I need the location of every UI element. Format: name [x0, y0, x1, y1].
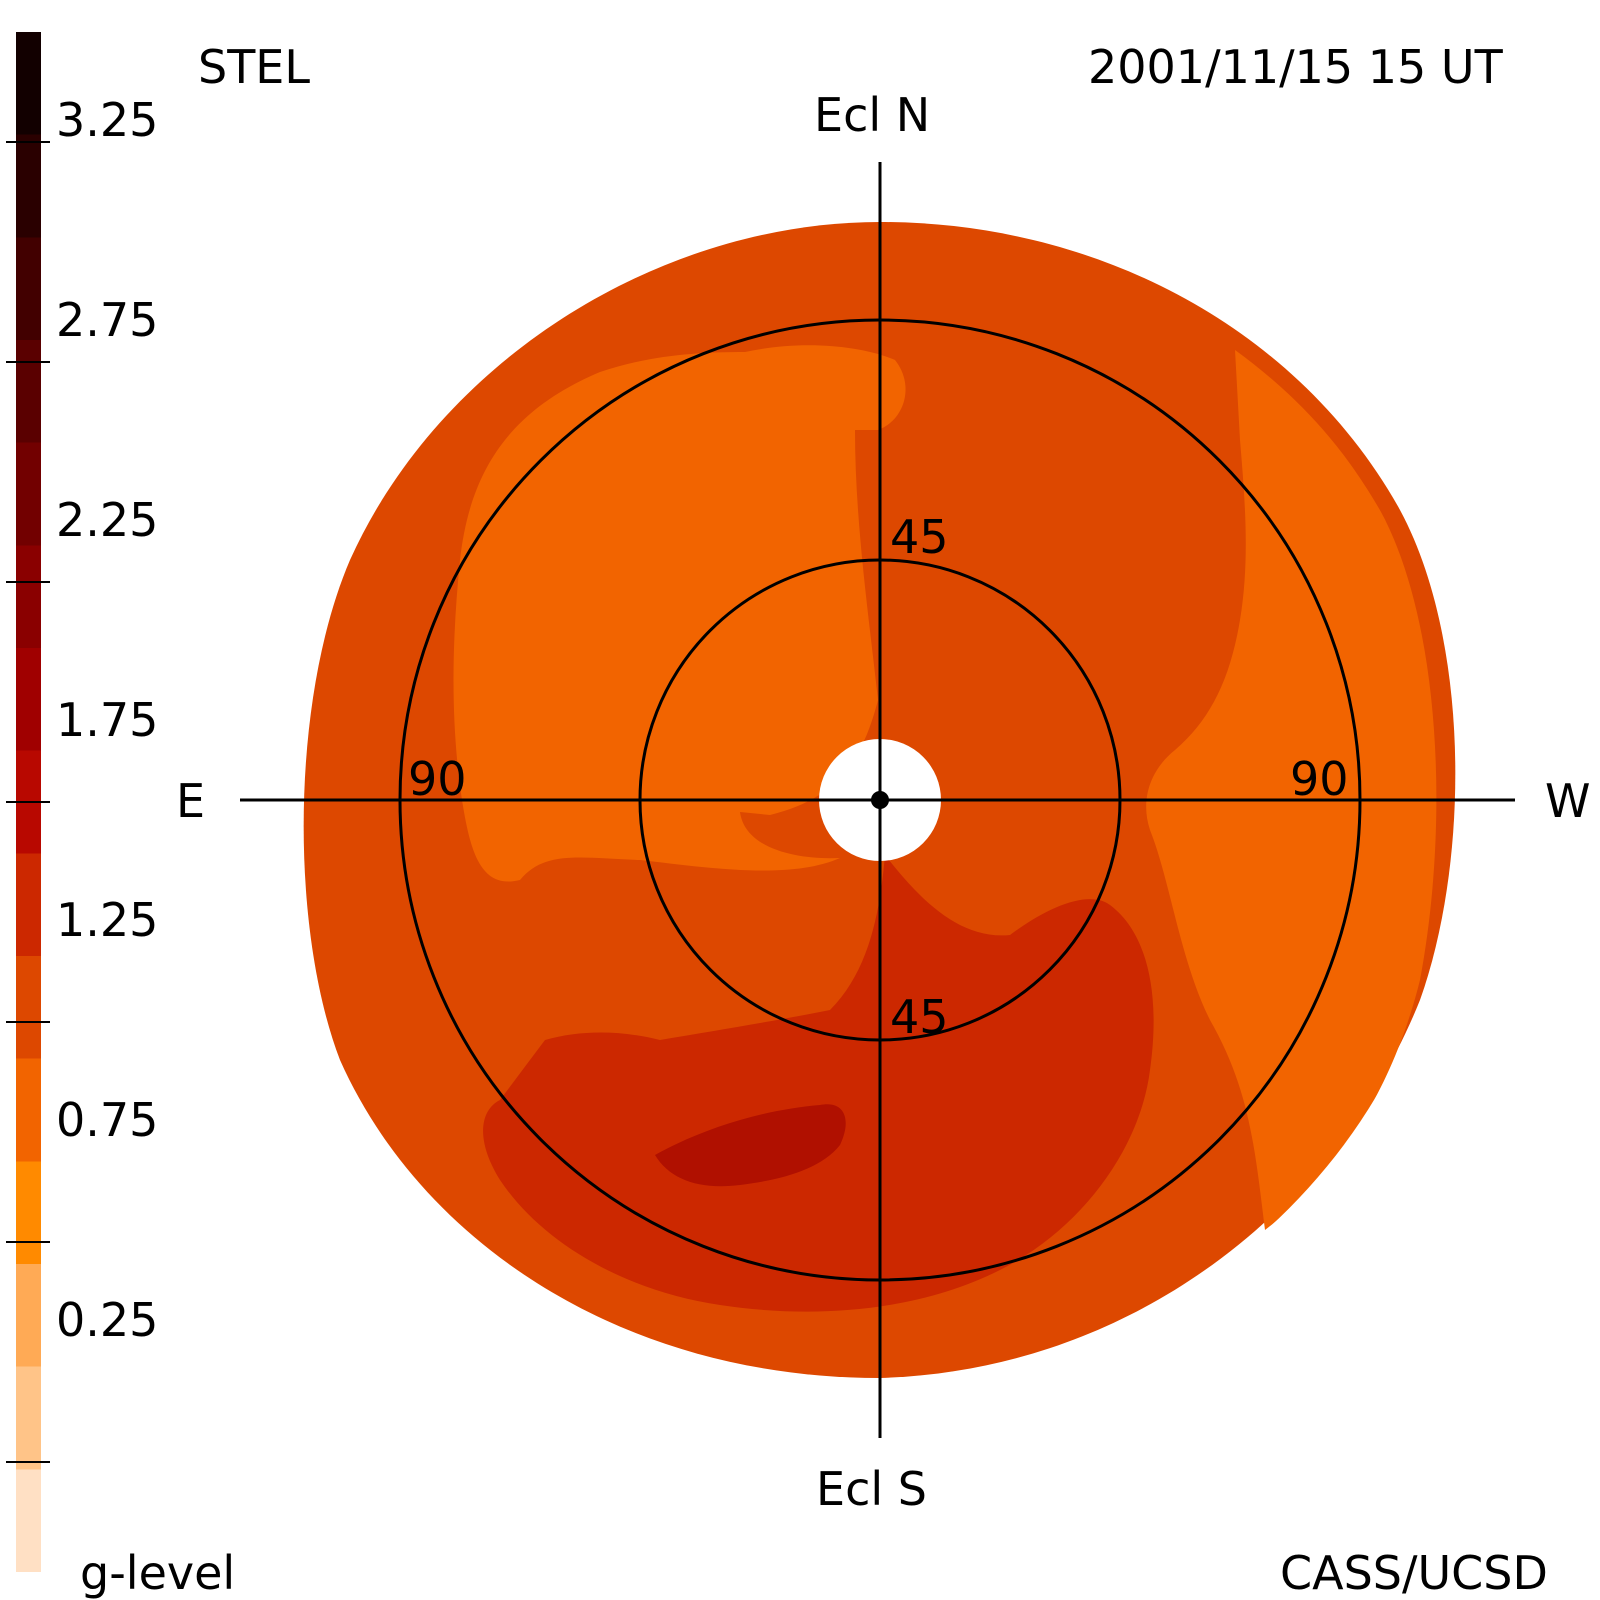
instrument-label: STEL	[198, 40, 310, 94]
colorbar-ticks	[6, 141, 50, 1463]
ring-90	[398, 318, 1362, 1282]
region-low-northeast	[453, 345, 906, 882]
east-label: E	[176, 774, 206, 828]
west-label: W	[1545, 774, 1591, 828]
ring-90-east-label: 90	[408, 752, 467, 806]
ecliptic-south-label: Ecl S	[816, 1462, 927, 1516]
ring-45	[638, 558, 1122, 1042]
region-high-patch	[655, 1104, 846, 1187]
sun-center-dot	[871, 791, 889, 809]
ecliptic-north-label: Ecl N	[814, 88, 931, 142]
datetime-label: 2001/11/15 15 UT	[1088, 40, 1503, 94]
ring-45-north-label: 45	[890, 510, 949, 564]
ring-90-west-label: 90	[1290, 752, 1349, 806]
colorbar-title: g-level	[80, 1546, 236, 1600]
colorbar-tick-label-2-25: 2.25	[56, 493, 159, 547]
colorbar-tick-label-3-25: 3.25	[56, 93, 159, 147]
colorbar-tick-label-1-75: 1.75	[56, 693, 159, 747]
colorbar-tick-label-0-75: 0.75	[56, 1093, 159, 1147]
credit-label: CASS/UCSD	[1280, 1546, 1548, 1600]
colorbar-tick-label-1-25: 1.25	[56, 893, 159, 947]
colorbar-tick-label-0-25: 0.25	[56, 1293, 159, 1347]
region-midhigh-south	[483, 855, 1154, 1312]
colorbar-tick-label-2-75: 2.75	[56, 293, 159, 347]
region-low-west	[1146, 350, 1437, 1230]
ring-45-south-label: 45	[890, 990, 949, 1044]
